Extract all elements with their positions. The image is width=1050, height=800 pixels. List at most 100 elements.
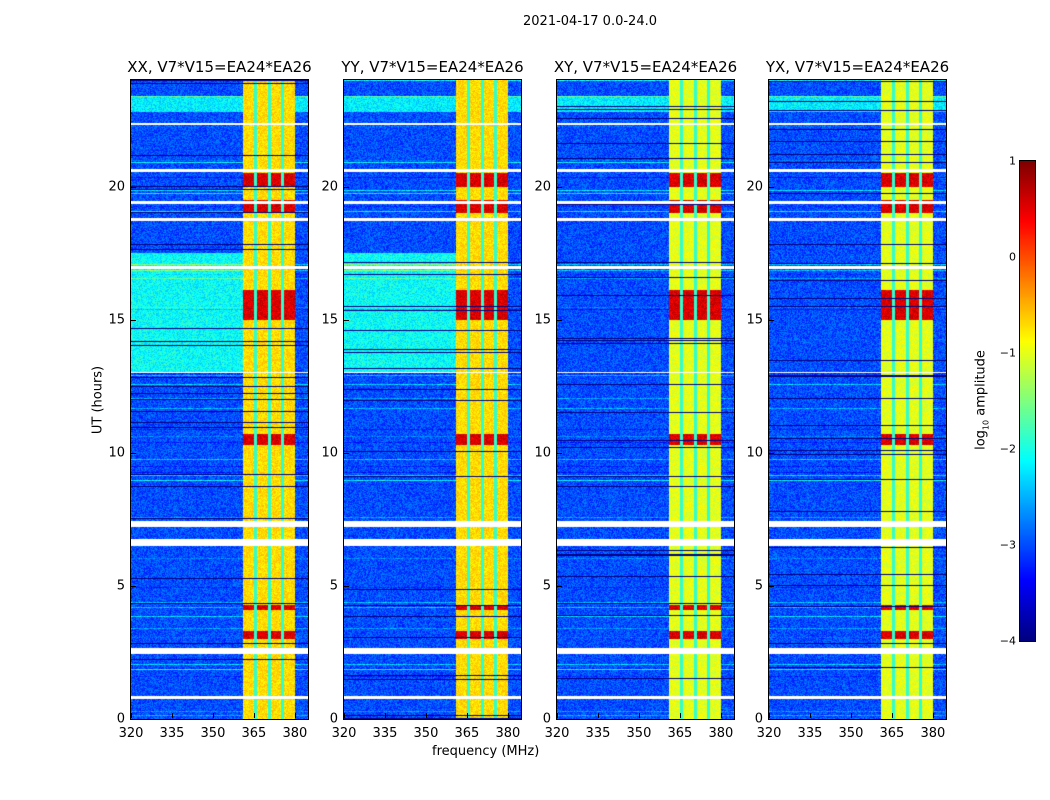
x-tick-mark <box>131 713 132 718</box>
y-tick-mark <box>344 719 349 720</box>
y-tick-label: 20 <box>534 179 551 194</box>
y-tick-mark <box>344 186 349 188</box>
y-tick-label: 15 <box>746 312 763 328</box>
x-tick-mark <box>294 713 296 718</box>
x-tick-label: 320 <box>118 726 144 741</box>
colorbar-tick-label: −2 <box>999 442 1016 456</box>
y-tick-label: 15 <box>108 312 125 328</box>
panel-title: XX, V7*V15=EA24*EA26 <box>127 58 312 76</box>
y-tick-mark <box>344 585 349 587</box>
x-tick-label: 380 <box>282 726 308 741</box>
x-tick-mark <box>638 713 640 718</box>
x-tick-label: 335 <box>797 726 823 741</box>
x-tick-label: 380 <box>920 726 946 741</box>
x-tick-label: 350 <box>838 726 864 741</box>
panel-title: XY, V7*V15=EA24*EA26 <box>553 58 738 76</box>
colorbar-tick-label: 1 <box>1009 154 1016 168</box>
y-tick-mark <box>769 186 774 188</box>
x-tick-label: 320 <box>331 726 357 741</box>
x-tick-label: 350 <box>626 726 652 741</box>
heatmap-xx <box>131 80 308 719</box>
y-tick-mark <box>131 186 136 188</box>
y-tick-label: 20 <box>108 179 125 194</box>
x-tick-label: 320 <box>756 726 782 741</box>
x-tick-mark <box>507 713 509 718</box>
x-tick-mark <box>720 713 722 718</box>
colorbar-tick-label: −3 <box>999 538 1016 552</box>
x-tick-label: 365 <box>879 726 905 741</box>
colorbar-tick-label: −4 <box>999 634 1016 648</box>
x-tick-mark <box>679 713 681 718</box>
x-tick-mark <box>809 713 811 718</box>
y-tick-mark <box>769 585 774 587</box>
x-tick-label: 365 <box>667 726 693 741</box>
panel-title: YX, V7*V15=EA24*EA26 <box>765 58 950 76</box>
y-tick-label: 10 <box>746 445 763 461</box>
y-tick-mark <box>557 452 562 454</box>
y-tick-mark <box>557 585 562 587</box>
x-tick-mark <box>850 713 852 718</box>
x-tick-label: 335 <box>585 726 611 741</box>
x-tick-label: 380 <box>495 726 521 741</box>
y-tick-mark <box>557 186 562 188</box>
colorbar-tick-label: 0 <box>1009 250 1016 264</box>
x-tick-mark <box>466 713 468 718</box>
colorbar <box>1019 160 1036 642</box>
x-tick-label: 335 <box>372 726 398 741</box>
y-tick-mark <box>344 319 349 321</box>
x-tick-mark <box>212 713 214 718</box>
y-tick-label: 0 <box>754 711 763 727</box>
heatmap-xy <box>557 80 734 719</box>
y-tick-mark <box>769 319 774 321</box>
y-tick-label: 5 <box>116 578 125 594</box>
y-tick-label: 15 <box>321 312 338 328</box>
x-tick-mark <box>344 713 345 718</box>
x-tick-mark <box>891 713 893 718</box>
y-tick-label: 20 <box>746 179 763 194</box>
x-tick-label: 365 <box>241 726 267 741</box>
x-tick-mark <box>557 713 558 718</box>
y-axis-label: UT (hours) <box>90 365 106 435</box>
y-tick-label: 0 <box>116 711 125 727</box>
panel-yy: YY, V7*V15=EA24*EA26 320 335 350 365 380 0 5 10 1… <box>321 58 523 741</box>
y-tick-label: 20 <box>321 179 338 194</box>
y-tick-label: 5 <box>542 578 551 594</box>
y-tick-mark <box>557 719 562 720</box>
x-axis-label: frequency (MHz) <box>432 744 540 759</box>
y-tick-label: 10 <box>321 445 338 461</box>
x-tick-label: 350 <box>200 726 226 741</box>
y-tick-label: 5 <box>754 578 763 594</box>
x-tick-label: 365 <box>454 726 480 741</box>
y-tick-mark <box>769 719 774 720</box>
y-tick-mark <box>344 452 349 454</box>
x-tick-mark <box>597 713 599 718</box>
y-tick-mark <box>131 319 136 321</box>
panel-yx: YX, V7*V15=EA24*EA26 320 335 350 365 380 0 5 10 1… <box>746 58 949 741</box>
y-tick-label: 10 <box>534 445 551 461</box>
y-tick-mark <box>769 452 774 454</box>
x-tick-label: 350 <box>413 726 439 741</box>
heatmap-yy <box>344 80 521 719</box>
x-tick-label: 335 <box>159 726 185 741</box>
colorbar-tick-label: −1 <box>999 346 1016 360</box>
figure-title: 2021-04-17 0.0-24.0 <box>523 14 657 29</box>
y-tick-label: 10 <box>108 445 125 461</box>
panel-title: YY, V7*V15=EA24*EA26 <box>341 58 524 76</box>
x-tick-mark <box>253 713 255 718</box>
heatmap-yx <box>769 80 946 719</box>
y-tick-label: 0 <box>329 711 338 727</box>
panel-xx: XX, V7*V15=EA24*EA26 320 335 350 365 380 0 5 10 1… <box>108 58 311 741</box>
y-tick-label: 5 <box>329 578 338 594</box>
panel-xy: XY, V7*V15=EA24*EA26 320 335 350 365 380 0 5 10 1… <box>534 58 737 741</box>
y-tick-label: 15 <box>534 312 551 328</box>
x-tick-mark <box>769 713 770 718</box>
x-tick-label: 320 <box>544 726 570 741</box>
x-tick-label: 380 <box>708 726 734 741</box>
y-tick-mark <box>557 319 562 321</box>
y-tick-label: 0 <box>542 711 551 727</box>
x-tick-mark <box>425 713 427 718</box>
x-tick-mark <box>932 713 934 718</box>
x-tick-mark <box>171 713 173 718</box>
y-tick-mark <box>131 585 136 587</box>
